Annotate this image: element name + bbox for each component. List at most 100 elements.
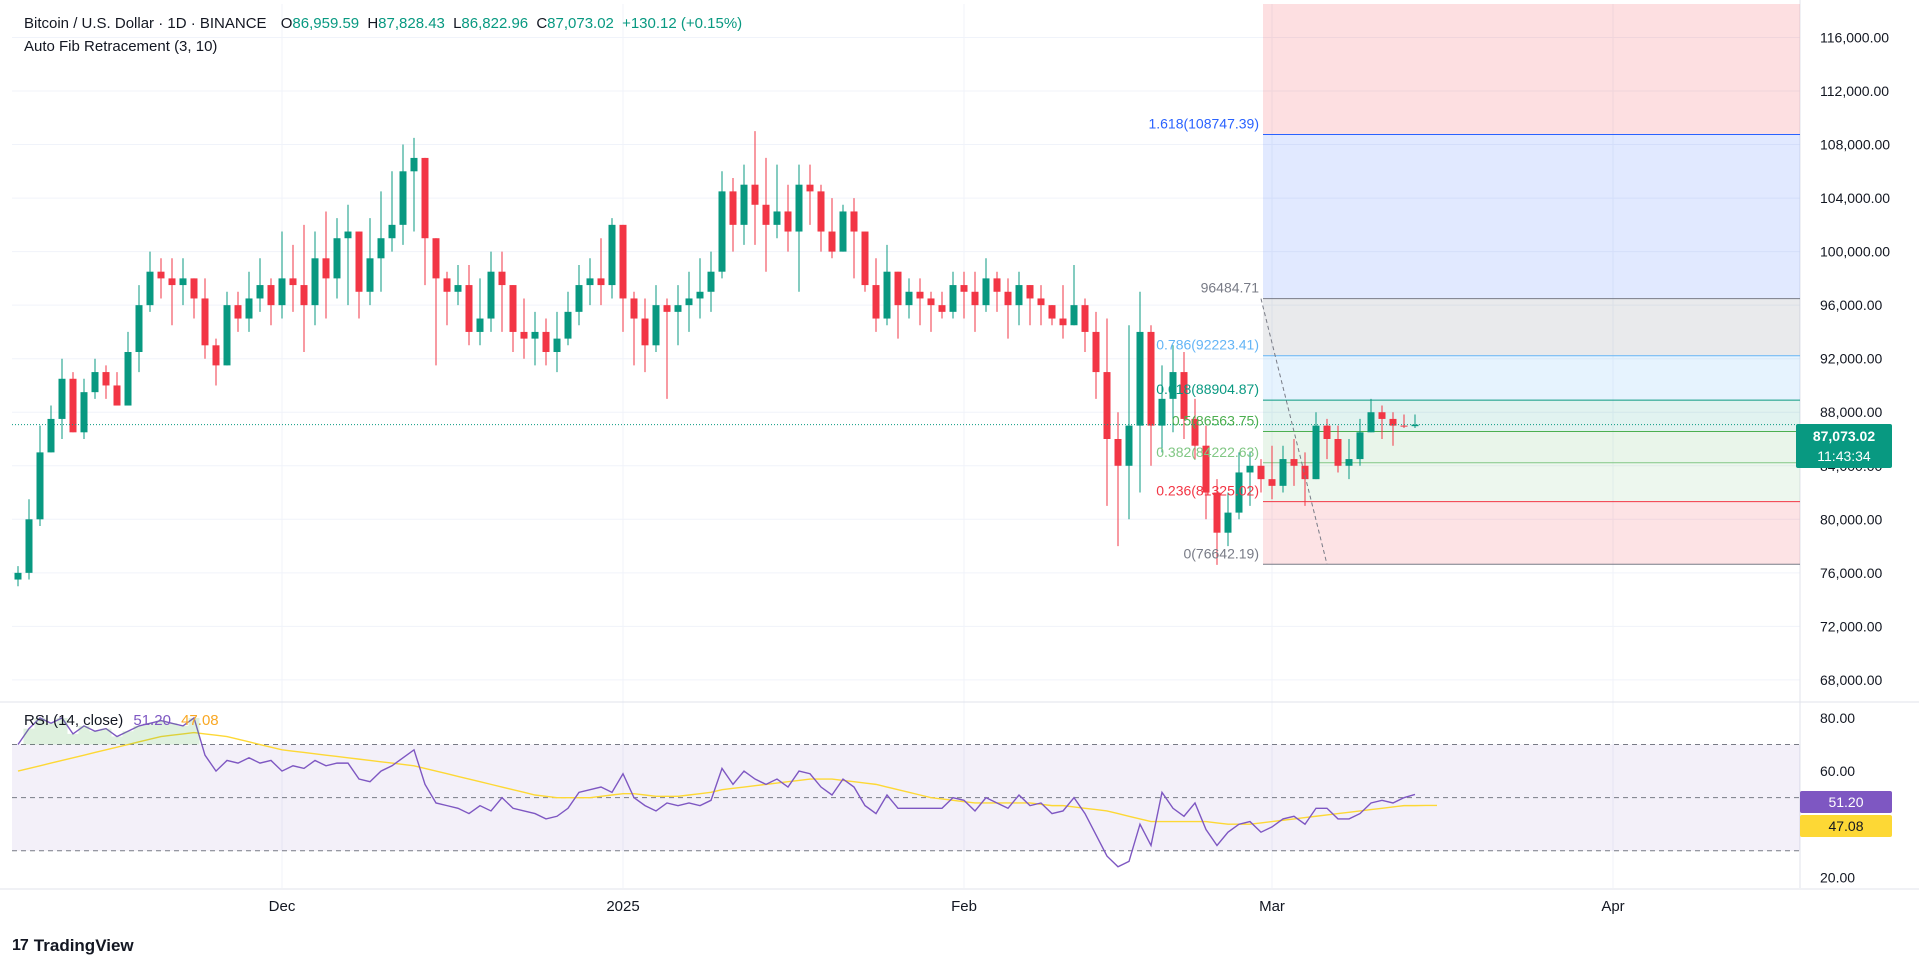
candle-body (894, 271, 902, 306)
candle-body (1246, 465, 1254, 473)
last-price-value: 87,073.02 (1813, 428, 1875, 444)
candle-body (113, 385, 121, 406)
candle-body (1389, 418, 1397, 426)
fib-zone-gray (1263, 298, 1800, 356)
time-tick-label: Mar (1259, 898, 1285, 915)
candle-body (465, 285, 473, 332)
candle-body (377, 238, 385, 259)
candle-body (883, 271, 891, 319)
candle-body (190, 278, 198, 299)
candle-body (608, 224, 616, 286)
rsi-title[interactable]: RSI (14, close) (24, 712, 124, 729)
rsi-legend-ma: 47.08 (181, 712, 219, 729)
candle-body (1400, 425, 1408, 427)
candle-body (696, 291, 704, 299)
candle-body (1323, 425, 1331, 439)
close-value: 87,073.02 (547, 15, 614, 32)
candle-body (234, 305, 242, 319)
candle-body (388, 224, 396, 239)
candle-body (1411, 424, 1419, 427)
candle-body (993, 278, 1001, 292)
fib-level-label: 96484.71 (1201, 280, 1260, 296)
candle-body (58, 378, 66, 419)
candle-body (421, 157, 429, 239)
candle-body (1048, 305, 1056, 319)
tradingview-mark-icon: 17 (12, 937, 29, 954)
candle-body (487, 271, 495, 319)
candle-body (784, 211, 792, 232)
fib-level-label: 0.236(81325.02) (1156, 483, 1259, 499)
candle-body (1092, 331, 1100, 373)
candle-body (443, 278, 451, 292)
candle-body (1312, 425, 1320, 480)
candle-body (1224, 512, 1232, 533)
candle-body (1147, 331, 1155, 426)
candle-body (1235, 472, 1243, 513)
fib-zone-lightgreen (1263, 462, 1800, 502)
candle-body (168, 278, 176, 286)
candle-body (971, 291, 979, 306)
rsi-pane[interactable]: 80.00 60.00 20.00 (12, 710, 1855, 885)
rsi-legend-value: 51.20 (133, 712, 171, 729)
candle-body (905, 291, 913, 306)
candle-body (740, 184, 748, 225)
candle-body (157, 271, 165, 279)
candle-body (80, 392, 88, 433)
price-tick-label: 100,000.00 (1820, 244, 1890, 260)
candle-body (201, 298, 209, 346)
symbol-title[interactable]: Bitcoin / U.S. Dollar · 1D · BINANCE (24, 15, 267, 32)
candle-body (212, 345, 220, 366)
price-tick-label: 72,000.00 (1820, 618, 1882, 634)
grid (0, 0, 1919, 890)
tradingview-logo[interactable]: 17 TradingView (12, 936, 134, 956)
candle-body (685, 298, 693, 306)
price-tick-label: 92,000.00 (1820, 351, 1882, 367)
candle-body (839, 211, 847, 252)
candle-body (542, 331, 550, 352)
candle-body (850, 211, 858, 232)
candle-body (1257, 465, 1265, 480)
price-tick-label: 76,000.00 (1820, 565, 1882, 581)
price-tick-label: 104,000.00 (1820, 190, 1890, 206)
fib-zone-upper-red (1263, 4, 1800, 135)
candle-body (663, 305, 671, 312)
time-tick-label: Dec (269, 898, 296, 915)
candle-body (1158, 398, 1166, 426)
candle-body (146, 271, 154, 306)
candle-body (498, 271, 506, 286)
candle-body (102, 372, 110, 386)
open-value: 86,959.59 (292, 15, 360, 32)
change-value: +130.12 (+0.15%) (622, 15, 743, 32)
price-tick-label: 96,000.00 (1820, 297, 1882, 313)
rsi-badge-text: 51.20 (1828, 794, 1863, 810)
candle-body (927, 298, 935, 306)
rsi-value-badge: 51.20 (1800, 791, 1892, 813)
candle-body (564, 311, 572, 339)
candle-body (399, 171, 407, 225)
candle-body (1169, 372, 1177, 399)
symbol-legend: Bitcoin / U.S. Dollar · 1D · BINANCE O86… (24, 15, 742, 32)
candle-body (938, 305, 946, 312)
fib-level-label: 0.382(84222.63) (1156, 444, 1259, 460)
candle-body (1125, 425, 1133, 466)
candle-body (1301, 465, 1309, 480)
price-axis[interactable]: 116,000.00 112,000.00 108,000.00 104,000.00… (1820, 29, 1890, 687)
indicator-title[interactable]: Auto Fib Retracement (3, 10) (24, 38, 218, 55)
candle-body (509, 285, 517, 332)
candle-body (674, 305, 682, 312)
time-axis[interactable]: Dec 2025 Feb Mar Apr (269, 898, 1625, 915)
candle-body (245, 298, 253, 319)
candle-body (1279, 459, 1287, 486)
time-tick-label: Feb (951, 898, 977, 915)
rsi-legend[interactable]: RSI (14, close) 51.20 47.08 (24, 712, 219, 729)
fib-level-label: 0.5(86563.75) (1172, 412, 1259, 428)
tradingview-wordmark: TradingView (33, 936, 134, 955)
candle-body (1367, 412, 1375, 433)
candle-body (960, 285, 968, 292)
candle-body (322, 258, 330, 279)
indicator-legend[interactable]: Auto Fib Retracement (3, 10) (24, 38, 217, 55)
candle-body (762, 204, 770, 225)
low-label: L (453, 15, 462, 32)
